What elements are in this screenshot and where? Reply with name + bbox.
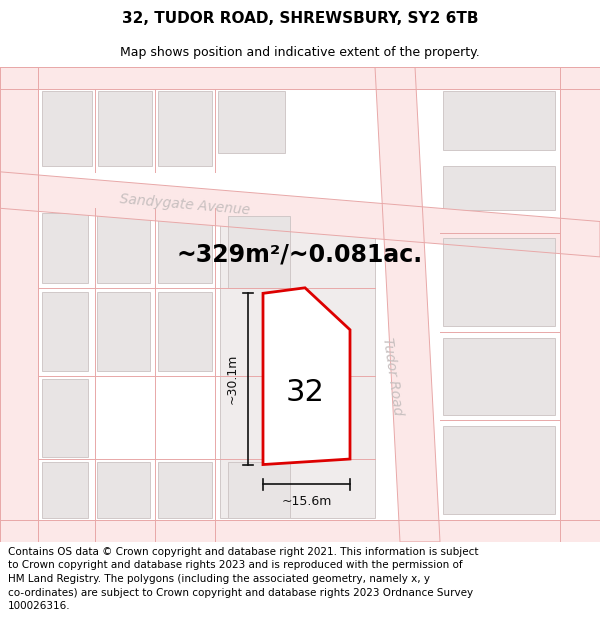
Text: ~30.1m: ~30.1m xyxy=(226,354,239,404)
Text: 32: 32 xyxy=(286,378,325,408)
Text: ~329m²/~0.081ac.: ~329m²/~0.081ac. xyxy=(177,242,423,267)
Text: 32, TUDOR ROAD, SHREWSBURY, SY2 6TB: 32, TUDOR ROAD, SHREWSBURY, SY2 6TB xyxy=(122,11,478,26)
Polygon shape xyxy=(97,292,150,371)
Polygon shape xyxy=(263,288,350,464)
Polygon shape xyxy=(443,426,555,514)
Polygon shape xyxy=(0,520,600,542)
Polygon shape xyxy=(42,292,88,371)
Text: ~15.6m: ~15.6m xyxy=(281,494,332,508)
Polygon shape xyxy=(42,91,92,166)
Polygon shape xyxy=(98,91,152,166)
Polygon shape xyxy=(443,238,555,326)
Polygon shape xyxy=(0,172,600,257)
Text: Contains OS data © Crown copyright and database right 2021. This information is : Contains OS data © Crown copyright and d… xyxy=(8,547,478,611)
Polygon shape xyxy=(158,213,212,283)
Polygon shape xyxy=(443,91,555,150)
Polygon shape xyxy=(42,213,88,283)
Text: Sandygate Avenue: Sandygate Avenue xyxy=(119,192,251,218)
Text: Map shows position and indicative extent of the property.: Map shows position and indicative extent… xyxy=(120,46,480,59)
Polygon shape xyxy=(375,67,440,542)
Polygon shape xyxy=(97,462,150,518)
Polygon shape xyxy=(42,379,88,457)
Polygon shape xyxy=(560,67,600,542)
Polygon shape xyxy=(0,67,38,542)
Polygon shape xyxy=(158,91,212,166)
Polygon shape xyxy=(158,462,212,518)
Polygon shape xyxy=(0,67,600,89)
Polygon shape xyxy=(443,166,555,211)
Polygon shape xyxy=(218,91,285,153)
Polygon shape xyxy=(42,462,88,518)
Text: Tudor Road: Tudor Road xyxy=(380,336,404,416)
Polygon shape xyxy=(228,462,290,518)
Polygon shape xyxy=(228,216,290,288)
Polygon shape xyxy=(97,213,150,283)
Polygon shape xyxy=(158,292,212,371)
Polygon shape xyxy=(220,211,375,518)
Polygon shape xyxy=(443,338,555,415)
